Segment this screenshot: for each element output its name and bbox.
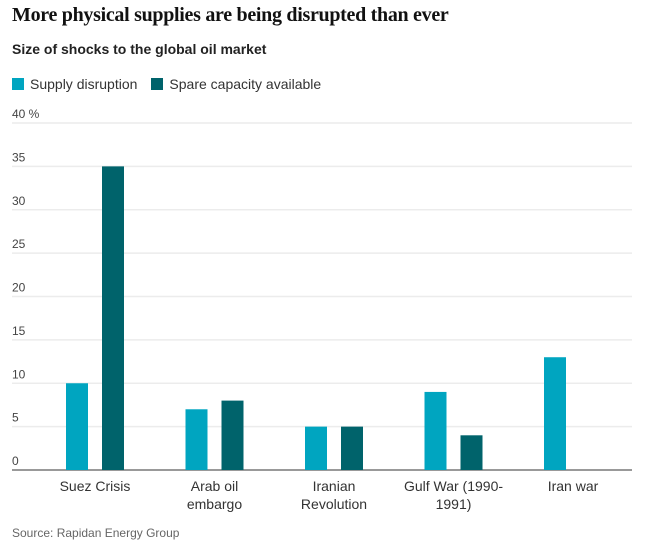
legend-label: Supply disruption (30, 76, 138, 92)
y-tick-label: 20 (12, 281, 26, 295)
legend-label: Spare capacity available (169, 76, 322, 92)
y-tick-label: 0 (12, 454, 19, 468)
chart-subtitle: Size of shocks to the global oil market (12, 41, 267, 57)
y-tick-label: 15 (12, 324, 26, 338)
x-tick-label: Arab oil (191, 478, 238, 494)
legend-item-supply: Supply disruption (12, 76, 137, 92)
source-note: Source: Rapidan Energy Group (12, 526, 180, 540)
legend-swatch (151, 78, 164, 90)
bar-supply (66, 383, 88, 470)
bar-supply (305, 426, 327, 470)
y-tick-label: 10 (12, 367, 26, 381)
bar-spare (460, 435, 483, 470)
y-tick-label: 35 (12, 150, 26, 164)
bar-supply (424, 391, 447, 470)
x-tick-label: Gulf War (1990- (404, 478, 503, 494)
x-tick-label: 1991) (436, 496, 472, 512)
x-tick-label: Iran war (548, 478, 599, 494)
legend: Supply disruption Spare capacity availab… (12, 76, 321, 92)
x-tick-label: Iranian (313, 478, 356, 494)
legend-item-spare: Spare capacity available (151, 76, 321, 92)
bar-spare (102, 166, 124, 470)
x-tick-label: Suez Crisis (60, 478, 131, 494)
bar-spare (341, 426, 363, 470)
bar-spare (221, 400, 244, 470)
y-tick-label: 5 (12, 411, 19, 425)
legend-swatch (12, 78, 24, 90)
y-tick-label: 30 (12, 194, 26, 208)
y-tick-label: 40 % (12, 107, 40, 121)
bar-supply (185, 409, 208, 470)
x-tick-label: embargo (187, 496, 242, 512)
bar-supply (544, 357, 566, 470)
x-tick-label: Revolution (301, 496, 367, 512)
chart-title: More physical supplies are being disrupt… (12, 4, 449, 26)
y-tick-label: 25 (12, 237, 26, 251)
